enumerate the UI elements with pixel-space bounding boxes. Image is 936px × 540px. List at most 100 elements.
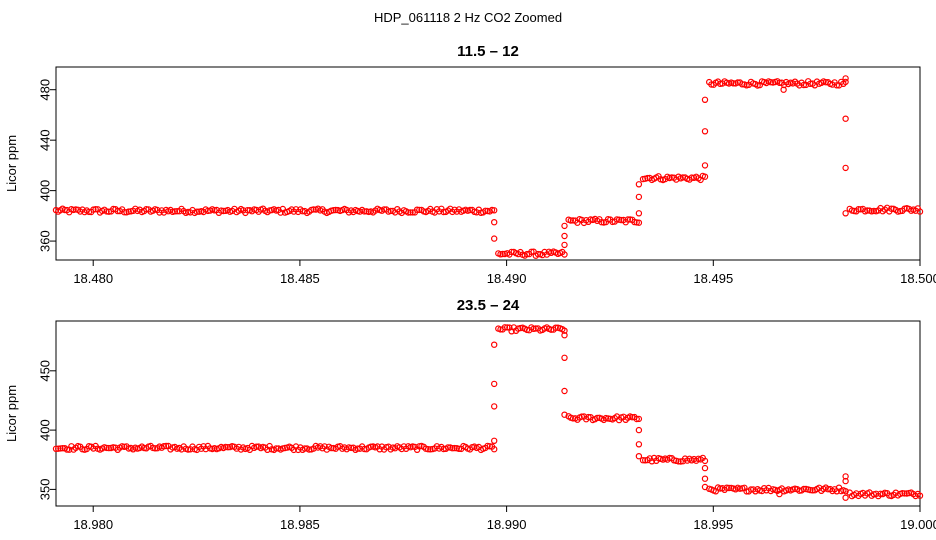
data-point [725,484,733,492]
data-point [57,445,64,452]
data-point [491,218,498,226]
data-point [501,324,509,331]
data-point [800,485,808,493]
data-point [63,446,71,453]
data-point [916,492,924,499]
data-point [675,458,682,465]
data-point [491,341,498,348]
data-point [171,208,179,215]
data-point [635,219,643,226]
data-point [739,81,746,88]
data-point [332,206,339,214]
data-point [449,445,456,452]
y-tick-label: 350 [38,479,53,501]
data-point [330,206,337,214]
data-point [534,250,542,258]
data-point [504,324,511,331]
data-point [160,443,168,450]
chart-panel-bottom: 23.5 – 24 Licor ppm 18.980 18.985 18.990 18.9… [4,297,936,532]
data-point [561,411,568,418]
data-point [427,446,434,453]
y-tick-label: 440 [38,129,53,151]
data-point [842,210,849,217]
data-point [561,387,568,395]
data-series-points [52,324,924,501]
data-point [776,490,783,498]
data-point [244,206,251,214]
data-point [633,415,640,423]
data-point [833,82,841,89]
data-point [567,217,575,224]
y-tick-label: 480 [38,79,53,101]
data-point [561,332,568,339]
data-point [310,206,317,213]
x-tick-label: 18.480 [73,271,113,286]
data-point [635,453,643,460]
data-point [701,464,709,472]
data-point [193,208,201,215]
data-point [528,248,535,255]
data-point [52,445,60,452]
x-tick-label: 18.495 [693,271,733,286]
data-point [424,446,432,453]
data-point [561,354,568,361]
data-point [780,86,787,93]
data-point [635,441,643,448]
data-point [842,477,849,485]
data-point [121,208,128,216]
data-point [162,442,170,450]
data-point [701,457,709,465]
data-point [409,209,416,216]
data-point [635,426,643,434]
data-point [491,446,498,453]
data-point [491,437,498,444]
data-point [594,414,601,422]
x-tick-label: 18.490 [487,271,527,286]
chart-title: 23.5 – 24 [457,297,520,314]
data-point [224,444,231,451]
data-point [842,75,849,82]
data-point [842,164,849,172]
data-point [899,490,906,497]
data-point [701,475,709,482]
data-point [561,327,568,334]
data-point [306,446,313,453]
data-point [901,490,908,497]
data-point [491,380,498,388]
data-point [855,205,862,213]
data-point [624,216,632,223]
data-point [491,207,498,214]
data-point [730,80,737,87]
data-point [413,206,421,213]
data-point [701,483,709,491]
data-point [491,235,498,242]
data-point [639,457,647,464]
data-point [701,128,709,135]
chart-panel-top: 11.5 – 12 Licor ppm 18.480 18.485 18.490 18.4… [4,43,936,286]
data-point [455,445,463,452]
data-point [105,208,113,215]
data-point [499,250,506,258]
x-tick-label: 18.985 [280,517,320,532]
data-point [635,210,643,217]
data-point [491,403,498,410]
data-point [800,81,808,89]
data-point [916,208,924,215]
y-axis-label: Licor ppm [4,385,19,442]
x-tick-label: 19.000 [900,517,936,532]
data-point [451,444,458,452]
data-point [367,443,375,450]
data-point [482,207,489,214]
data-point [701,173,709,180]
data-point [552,324,559,331]
figure-suptitle: HDP_061118 2 Hz CO2 Zoomed [374,10,562,25]
data-point [842,494,849,501]
data-point [842,78,849,86]
data-point [103,444,110,452]
data-point [842,488,849,495]
data-point [220,207,227,215]
data-point [635,193,643,201]
data-series-points [52,75,924,259]
data-point [585,413,592,421]
